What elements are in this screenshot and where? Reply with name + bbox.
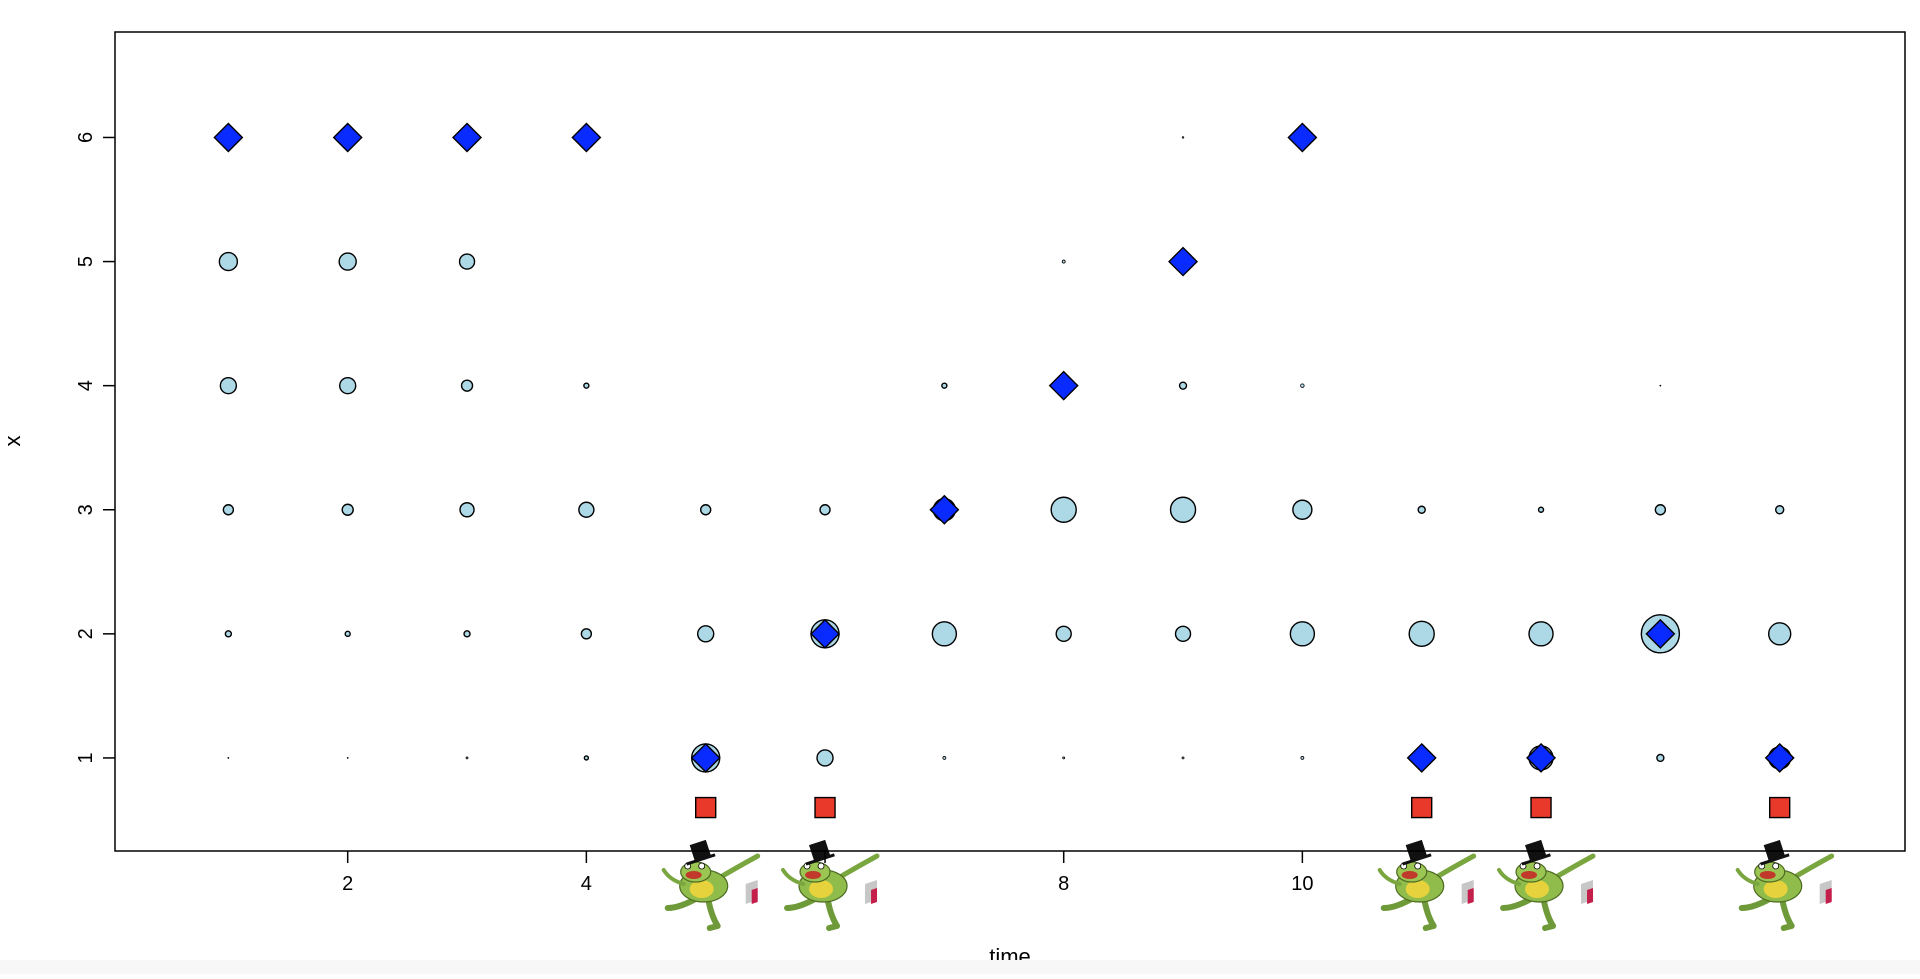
circle-point-18 [578,501,595,518]
circle-point-47 [1528,621,1554,647]
circle-point-11 [465,756,469,760]
diamond-point-2 [332,122,363,153]
circle-point-54 [1767,622,1792,646]
circle-point-10 [338,252,357,271]
circle-point-40 [1289,621,1316,647]
plot-frame [114,31,1906,852]
circle-point-13 [459,502,475,518]
diamond-point-11 [1406,742,1437,773]
circle-point-34 [1181,756,1185,760]
x-axis: 2 4 8 10 [342,851,1313,895]
circle-point-33 [1061,259,1066,264]
circle-point-3 [222,504,235,516]
circle-point-42 [1300,383,1305,388]
circle-point-21 [697,625,715,643]
y-tick-label-2: 2 [75,628,97,639]
diamond-point-5 [690,742,721,773]
y-tick-label-6: 6 [75,132,97,143]
circle-point-8 [341,503,354,516]
square-point-5 [1768,796,1791,819]
circle-point-19 [583,382,590,389]
circle-point-31 [1055,625,1072,643]
circle-point-26 [942,756,947,760]
x-tick-label-8: 8 [1058,873,1069,895]
bottom-fade-strip [0,960,1920,974]
y-tick-label-1: 1 [75,752,97,763]
circle-point-55 [1774,505,1785,515]
diamond-point-6 [810,618,841,649]
square-point-4 [1530,796,1552,819]
circle-point-14 [460,379,474,392]
diamond-point-4 [571,122,602,153]
y-axis: 1 2 3 4 5 6 [75,132,115,763]
circle-point-9 [339,376,357,395]
circle-point-37 [1178,381,1188,390]
x-tick-label-10: 10 [1291,873,1313,895]
circle-point-29 [941,382,948,389]
circle-point-51 [1654,504,1667,516]
diamond-point-3 [452,122,483,153]
circle-point-12 [463,630,471,638]
circle-point-27 [931,621,958,647]
circle-point-38 [1181,136,1185,139]
y-tick-label-3: 3 [75,504,97,515]
y-axis-label: x [0,436,25,447]
circle-point-41 [1292,499,1313,520]
diamond-point-7 [929,494,960,525]
diamond-point-13 [1645,618,1676,649]
circle-point-30 [1062,756,1066,760]
circle-point-6 [346,757,349,759]
circle-point-22 [700,504,712,516]
square-point-1 [695,796,717,819]
circle-point-7 [344,630,351,638]
circle-point-2 [224,630,233,638]
circle-point-15 [458,253,476,270]
frog-picture-3 [1369,839,1477,931]
circle-point-16 [583,755,590,761]
diamond-point-14 [1764,742,1795,773]
circle-point-39 [1300,756,1305,760]
diamond-point-8 [1048,370,1079,401]
circle-point-48 [1537,506,1545,513]
circle-point-4 [219,376,238,395]
diamond-point-10 [1287,122,1318,153]
frog-picture-1 [653,839,761,931]
circle-point-1 [227,757,230,759]
frog-picture-5 [1727,839,1835,931]
circle-point-23 [816,749,834,767]
circle-point-45 [1417,505,1426,514]
diamond-point-9 [1168,246,1199,277]
circle-point-17 [580,628,593,640]
circle-point-35 [1174,625,1192,643]
frog-picture-4 [1489,839,1596,931]
x-tick-label-4: 4 [581,873,592,895]
circle-point-52 [1659,384,1662,387]
diamond-point-1 [213,122,244,153]
y-tick-label-4: 4 [75,380,97,391]
diamond-point-12 [1526,742,1557,773]
circle-point-25 [819,504,831,516]
circle-point-49 [1656,753,1665,763]
square-point-2 [814,796,836,819]
circle-point-44 [1408,620,1435,648]
x-tick-label-2: 2 [342,873,353,895]
y-tick-label-5: 5 [75,256,97,267]
marks-layer [213,122,1795,819]
circle-point-32 [1050,496,1077,523]
circle-point-5 [218,251,239,272]
square-point-3 [1410,796,1433,819]
circle-point-36 [1169,496,1197,523]
